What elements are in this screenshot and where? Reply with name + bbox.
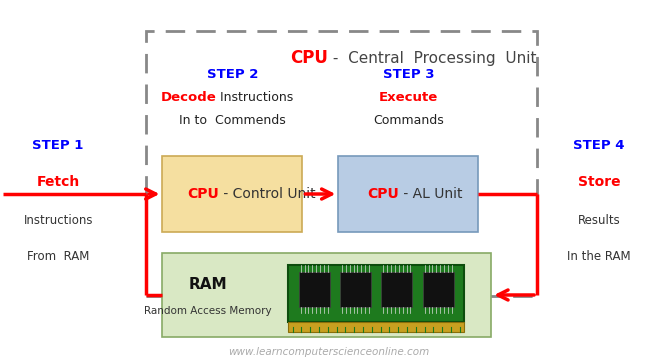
Text: From  RAM: From RAM bbox=[27, 250, 89, 263]
Text: In to  Commends: In to Commends bbox=[179, 114, 286, 127]
Text: Commands: Commands bbox=[373, 114, 443, 127]
Text: STEP 4: STEP 4 bbox=[573, 139, 625, 152]
Text: Store: Store bbox=[578, 175, 620, 188]
FancyBboxPatch shape bbox=[423, 273, 453, 307]
Text: STEP 1: STEP 1 bbox=[32, 139, 84, 152]
Text: CPU: CPU bbox=[188, 187, 219, 201]
Text: STEP 3: STEP 3 bbox=[382, 68, 434, 81]
Text: Execute: Execute bbox=[378, 91, 438, 104]
FancyBboxPatch shape bbox=[162, 253, 491, 337]
Text: CPU: CPU bbox=[290, 49, 328, 67]
Text: www.learncomputerscienceonline.com: www.learncomputerscienceonline.com bbox=[228, 347, 429, 357]
Text: CPU: CPU bbox=[367, 187, 399, 201]
FancyBboxPatch shape bbox=[382, 273, 413, 307]
Text: Decode: Decode bbox=[160, 91, 216, 104]
Text: Fetch: Fetch bbox=[37, 175, 79, 188]
Text: RAM: RAM bbox=[189, 277, 227, 292]
FancyBboxPatch shape bbox=[299, 273, 330, 307]
Text: - AL Unit: - AL Unit bbox=[399, 187, 462, 201]
Text: Instructions: Instructions bbox=[24, 214, 93, 227]
Text: In the RAM: In the RAM bbox=[567, 250, 631, 263]
FancyBboxPatch shape bbox=[288, 265, 464, 322]
Text: - Control Unit: - Control Unit bbox=[219, 187, 316, 201]
Text: Results: Results bbox=[578, 214, 620, 227]
FancyBboxPatch shape bbox=[340, 273, 371, 307]
FancyBboxPatch shape bbox=[288, 322, 464, 332]
Text: Random Access Memory: Random Access Memory bbox=[144, 306, 272, 316]
Text: STEP 2: STEP 2 bbox=[207, 68, 258, 81]
Text: Instructions: Instructions bbox=[216, 91, 294, 104]
FancyBboxPatch shape bbox=[338, 156, 478, 232]
Text: -  Central  Processing  Unit: - Central Processing Unit bbox=[328, 51, 537, 66]
FancyBboxPatch shape bbox=[162, 156, 302, 232]
